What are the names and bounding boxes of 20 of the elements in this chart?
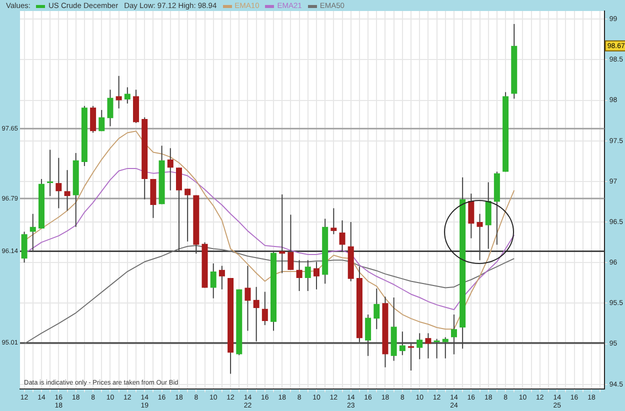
candlestick (124, 86, 130, 104)
candlestick (56, 157, 62, 209)
candlestick (313, 261, 320, 290)
candlestick (210, 262, 216, 299)
candlestick (90, 105, 96, 134)
candlestick (296, 260, 302, 292)
candlestick (262, 291, 268, 326)
candlestick (218, 265, 225, 290)
candlestick (468, 193, 474, 239)
candlestick (184, 188, 191, 242)
candlestick (304, 260, 311, 292)
candlestick (374, 288, 380, 330)
candlestick (98, 110, 105, 132)
candlestick (116, 75, 122, 109)
candlestick (167, 148, 174, 191)
candlestick (107, 89, 114, 127)
candlestick (330, 208, 337, 235)
candlestick (47, 149, 54, 197)
candlestick (244, 265, 251, 332)
candlestick (64, 170, 70, 212)
